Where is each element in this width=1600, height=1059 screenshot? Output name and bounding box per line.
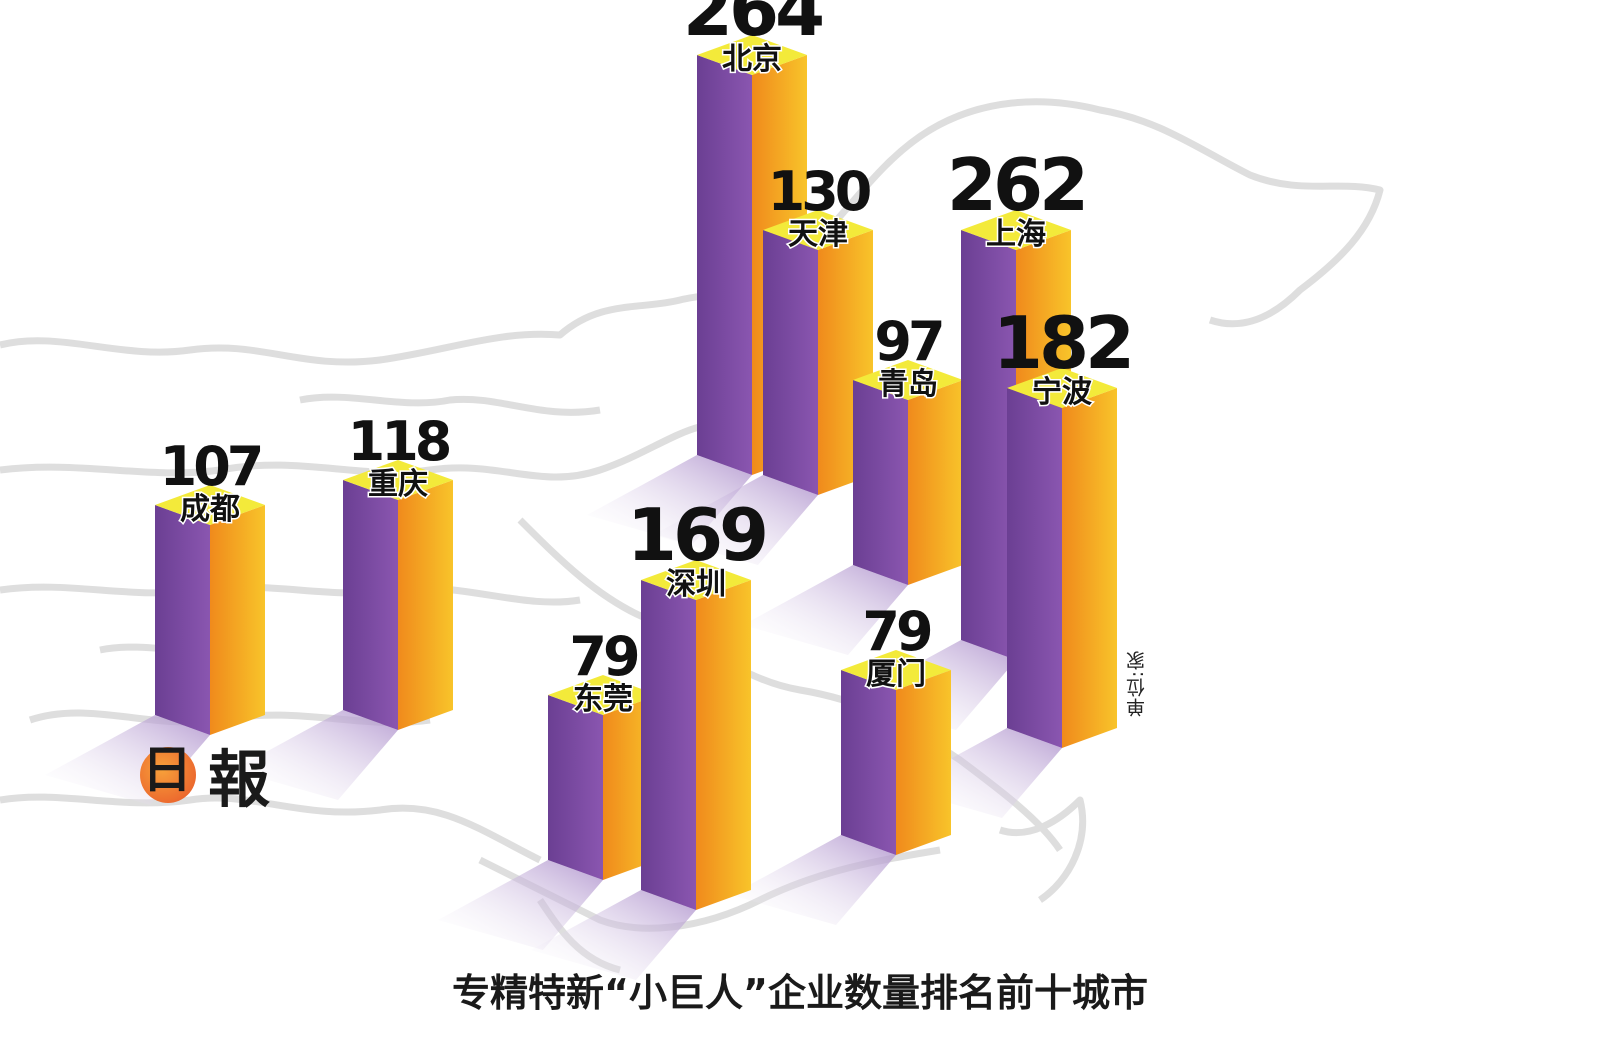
bar-right-face [210,505,265,735]
bar-left-face [961,230,1016,660]
value-label: 118 [348,410,450,473]
bar-right-face [896,670,951,855]
bar-right-face [696,580,751,910]
value-label: 97 [874,310,942,373]
bar-top-face [841,650,951,690]
city-label: 青岛 [878,367,938,402]
bar-shadow [233,710,398,800]
bar-top-face [853,360,963,400]
bar-top-face [763,210,873,250]
logo-char-ri: 日 [142,740,192,799]
city-label: 上海 [986,217,1046,252]
bar-top-face [343,460,453,500]
bar-shadow [731,835,896,925]
value-label: 264 [683,0,822,52]
bar-top-face [641,560,751,600]
unit-note: 单位:家 [1126,650,1148,718]
bar-left-face [343,480,398,730]
bar-left-face [548,695,603,880]
city-label: 北京 [722,42,782,77]
bar-top-face [697,35,807,75]
bar-shadow [438,860,603,950]
bar-left-face [155,505,210,735]
value-label: 107 [160,435,261,498]
value-label: 79 [569,625,638,688]
bar-left-face [763,230,818,495]
bar-top-face [155,485,265,525]
bar-shadow [531,890,696,980]
city-label: 深圳 [666,567,726,602]
value-label: 130 [768,160,870,223]
bar-right-face [908,380,963,585]
city-label: 成都 [180,492,240,527]
bar-top-face [1007,368,1117,408]
bar-left-face [1007,388,1062,748]
bar-right-face [398,480,453,730]
city-label: 东莞 [573,682,633,717]
bar-left-face [853,380,908,585]
chart-title: 专精特新“小巨人”企业数量排名前十城市 [452,971,1148,1015]
bar-top-face [548,675,658,715]
city-label: 厦门 [866,657,926,692]
city-label: 天津 [788,217,848,252]
logo-char-bao: 報 [208,743,271,816]
bar-left-face [841,670,896,855]
bar-right-face [1062,388,1117,748]
newspaper-logo: 日 報 [140,745,310,835]
bar-left-face [697,55,752,475]
bar-top-face [961,210,1071,250]
value-label: 169 [627,493,765,577]
value-label: 182 [993,301,1131,385]
city-label: 宁波 [1032,375,1093,410]
bar-shadow [743,565,908,655]
value-label: 262 [947,143,1085,227]
city-label: 重庆 [368,467,428,502]
sun-logo-icon [140,747,196,803]
bar-shadow [653,475,818,565]
bar-left-face [641,580,696,910]
value-label: 79 [862,600,931,663]
